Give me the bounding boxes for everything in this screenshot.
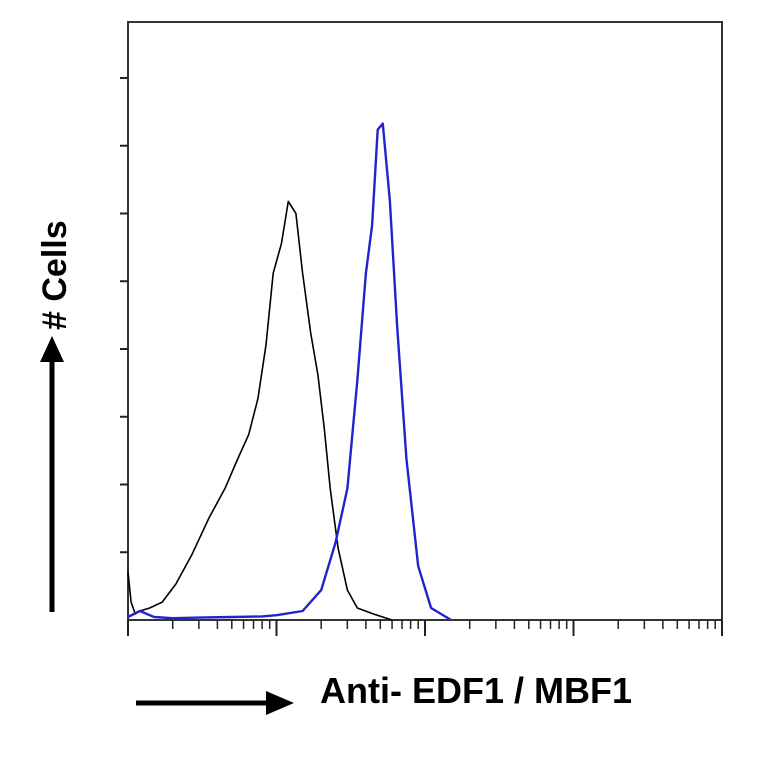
series-layer — [127, 122, 452, 622]
series-line-control — [127, 200, 393, 621]
x-axis-label: Anti- EDF1 / MBF1 — [320, 670, 632, 711]
x-axis-arrow-head — [266, 691, 294, 715]
plot-area-border — [127, 21, 723, 621]
plot-frame — [127, 21, 723, 621]
y-axis-arrow-head — [40, 336, 64, 362]
y-axis-label: # Cells — [36, 220, 74, 330]
axis-ticks — [120, 76, 723, 636]
series-line-stained — [127, 122, 452, 622]
